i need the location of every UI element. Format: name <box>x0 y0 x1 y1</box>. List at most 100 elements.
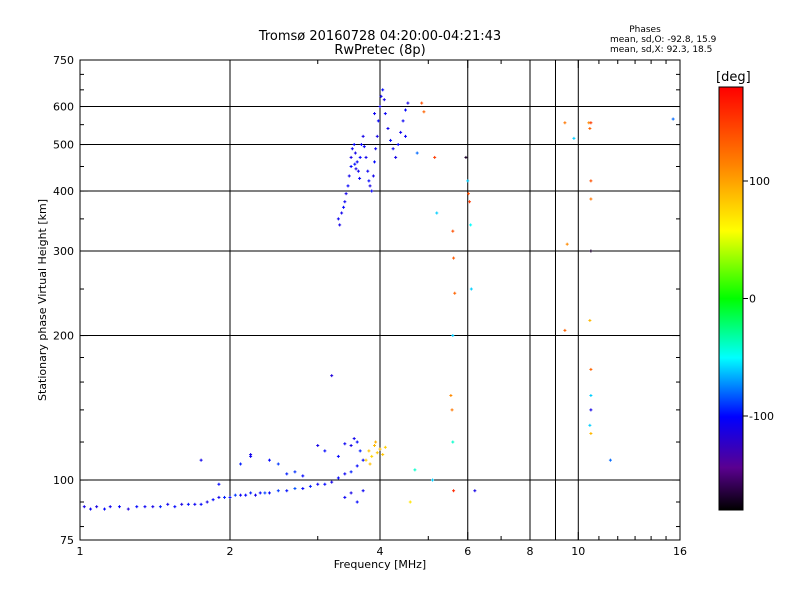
data-point-o <box>396 143 400 147</box>
x-tick-label: 1 <box>77 545 84 558</box>
x-tick-labels: 1 2 4 6 8 10 16 <box>77 545 688 558</box>
data-point-o <box>366 169 370 173</box>
data-point-o <box>383 112 387 116</box>
data-point-o <box>205 500 209 504</box>
data-point-o <box>285 489 289 493</box>
data-point-o <box>379 94 383 98</box>
data-point-o <box>350 147 354 151</box>
y-tick-label: 75 <box>60 534 74 547</box>
data-point-o <box>356 169 360 173</box>
data-point-o <box>193 502 197 506</box>
data-point-o <box>349 491 353 495</box>
data-point-o <box>340 211 344 215</box>
data-point-o <box>249 491 253 495</box>
data-point-x <box>453 291 457 295</box>
y-tick-labels: 75 100 200 300 400 500 600 750 <box>53 54 74 547</box>
data-point-o <box>349 470 353 474</box>
y-tick-label: 200 <box>53 330 74 343</box>
data-point-o <box>378 105 382 109</box>
data-point-o <box>355 440 359 444</box>
data-point-x <box>589 408 593 412</box>
data-point-o <box>199 502 203 506</box>
axis-ticks <box>79 59 681 541</box>
colorbar <box>718 86 744 511</box>
data-point-o <box>336 476 340 480</box>
data-point-x <box>370 454 374 458</box>
data-point-x <box>563 121 567 125</box>
data-point-o <box>373 112 377 116</box>
data-point-o <box>355 500 359 504</box>
data-point-x <box>589 394 593 398</box>
data-point-o <box>308 484 312 488</box>
data-point-x <box>466 179 470 183</box>
data-point-o <box>117 505 121 509</box>
data-point-x <box>589 121 593 125</box>
grid-lines <box>80 60 680 540</box>
data-point-o <box>223 495 227 499</box>
data-point-o <box>316 482 320 486</box>
data-point-o <box>349 155 353 159</box>
x-tick-label: 8 <box>527 545 534 558</box>
data-point-o <box>376 119 380 123</box>
x-tick-label: 16 <box>673 545 687 558</box>
data-point-o <box>354 167 358 171</box>
data-point-o <box>371 174 375 178</box>
data-point-o <box>143 505 147 509</box>
data-point-x <box>381 453 385 457</box>
data-point-o <box>151 505 155 509</box>
x-tick-label: 2 <box>227 545 234 558</box>
data-point-o <box>323 449 327 453</box>
data-point-o <box>135 505 139 509</box>
data-point-x <box>589 432 593 436</box>
y-tick-label: 600 <box>53 101 74 114</box>
data-point-o <box>358 155 362 159</box>
data-point-o <box>293 487 297 491</box>
data-point-o <box>381 88 385 92</box>
data-point-o <box>82 505 86 509</box>
data-point-x <box>589 197 593 201</box>
data-point-x <box>449 394 453 398</box>
data-point-x <box>374 440 378 444</box>
colorbar-label: [deg] <box>716 70 751 85</box>
y-tick-label: 300 <box>53 245 74 258</box>
data-point-x <box>588 423 592 427</box>
x-tick-label: 6 <box>464 545 471 558</box>
data-point-o <box>389 138 393 142</box>
data-point-o <box>95 505 99 509</box>
data-point-o <box>362 145 366 149</box>
data-point-o <box>358 176 362 180</box>
data-point-o <box>301 487 305 491</box>
data-point-x <box>468 200 472 204</box>
data-point-x <box>450 408 454 412</box>
data-point-x <box>367 449 371 453</box>
x-tick-label: 10 <box>571 545 585 558</box>
data-point-x <box>364 458 368 462</box>
data-point-o <box>361 134 365 138</box>
data-point-o <box>368 184 372 188</box>
y-axis-label: Stationary phase Virtual Height [km] <box>36 199 49 401</box>
stats-line-x: mean, sd,X: 92.3, 18.5 <box>610 45 712 55</box>
data-point-x <box>451 334 455 338</box>
data-point-o <box>249 454 253 458</box>
data-point-o <box>276 462 280 466</box>
data-point-o <box>349 164 353 168</box>
colorbar-ticks: 100 0 -100 <box>743 175 774 423</box>
data-point-o <box>361 458 365 462</box>
y-tick-label: 100 <box>53 474 74 487</box>
data-point-o <box>293 470 297 474</box>
data-point-o <box>361 489 365 493</box>
stats-heading: Phases <box>629 25 661 35</box>
data-point-x <box>435 211 439 215</box>
data-point-o <box>353 151 357 155</box>
data-point-o <box>336 217 340 221</box>
data-point-o <box>343 442 347 446</box>
chart-title-line1: Tromsø 20160728 04:20:00-04:21:43 <box>258 29 501 44</box>
data-point-o <box>166 502 170 506</box>
data-point-o <box>373 160 377 164</box>
data-point-o <box>126 507 130 511</box>
data-point-o <box>355 464 359 468</box>
data-point-x <box>413 468 417 472</box>
data-point-o <box>253 493 257 497</box>
chart-title-line2: RwPretec (8p) <box>334 43 425 58</box>
data-point-o <box>403 134 407 138</box>
